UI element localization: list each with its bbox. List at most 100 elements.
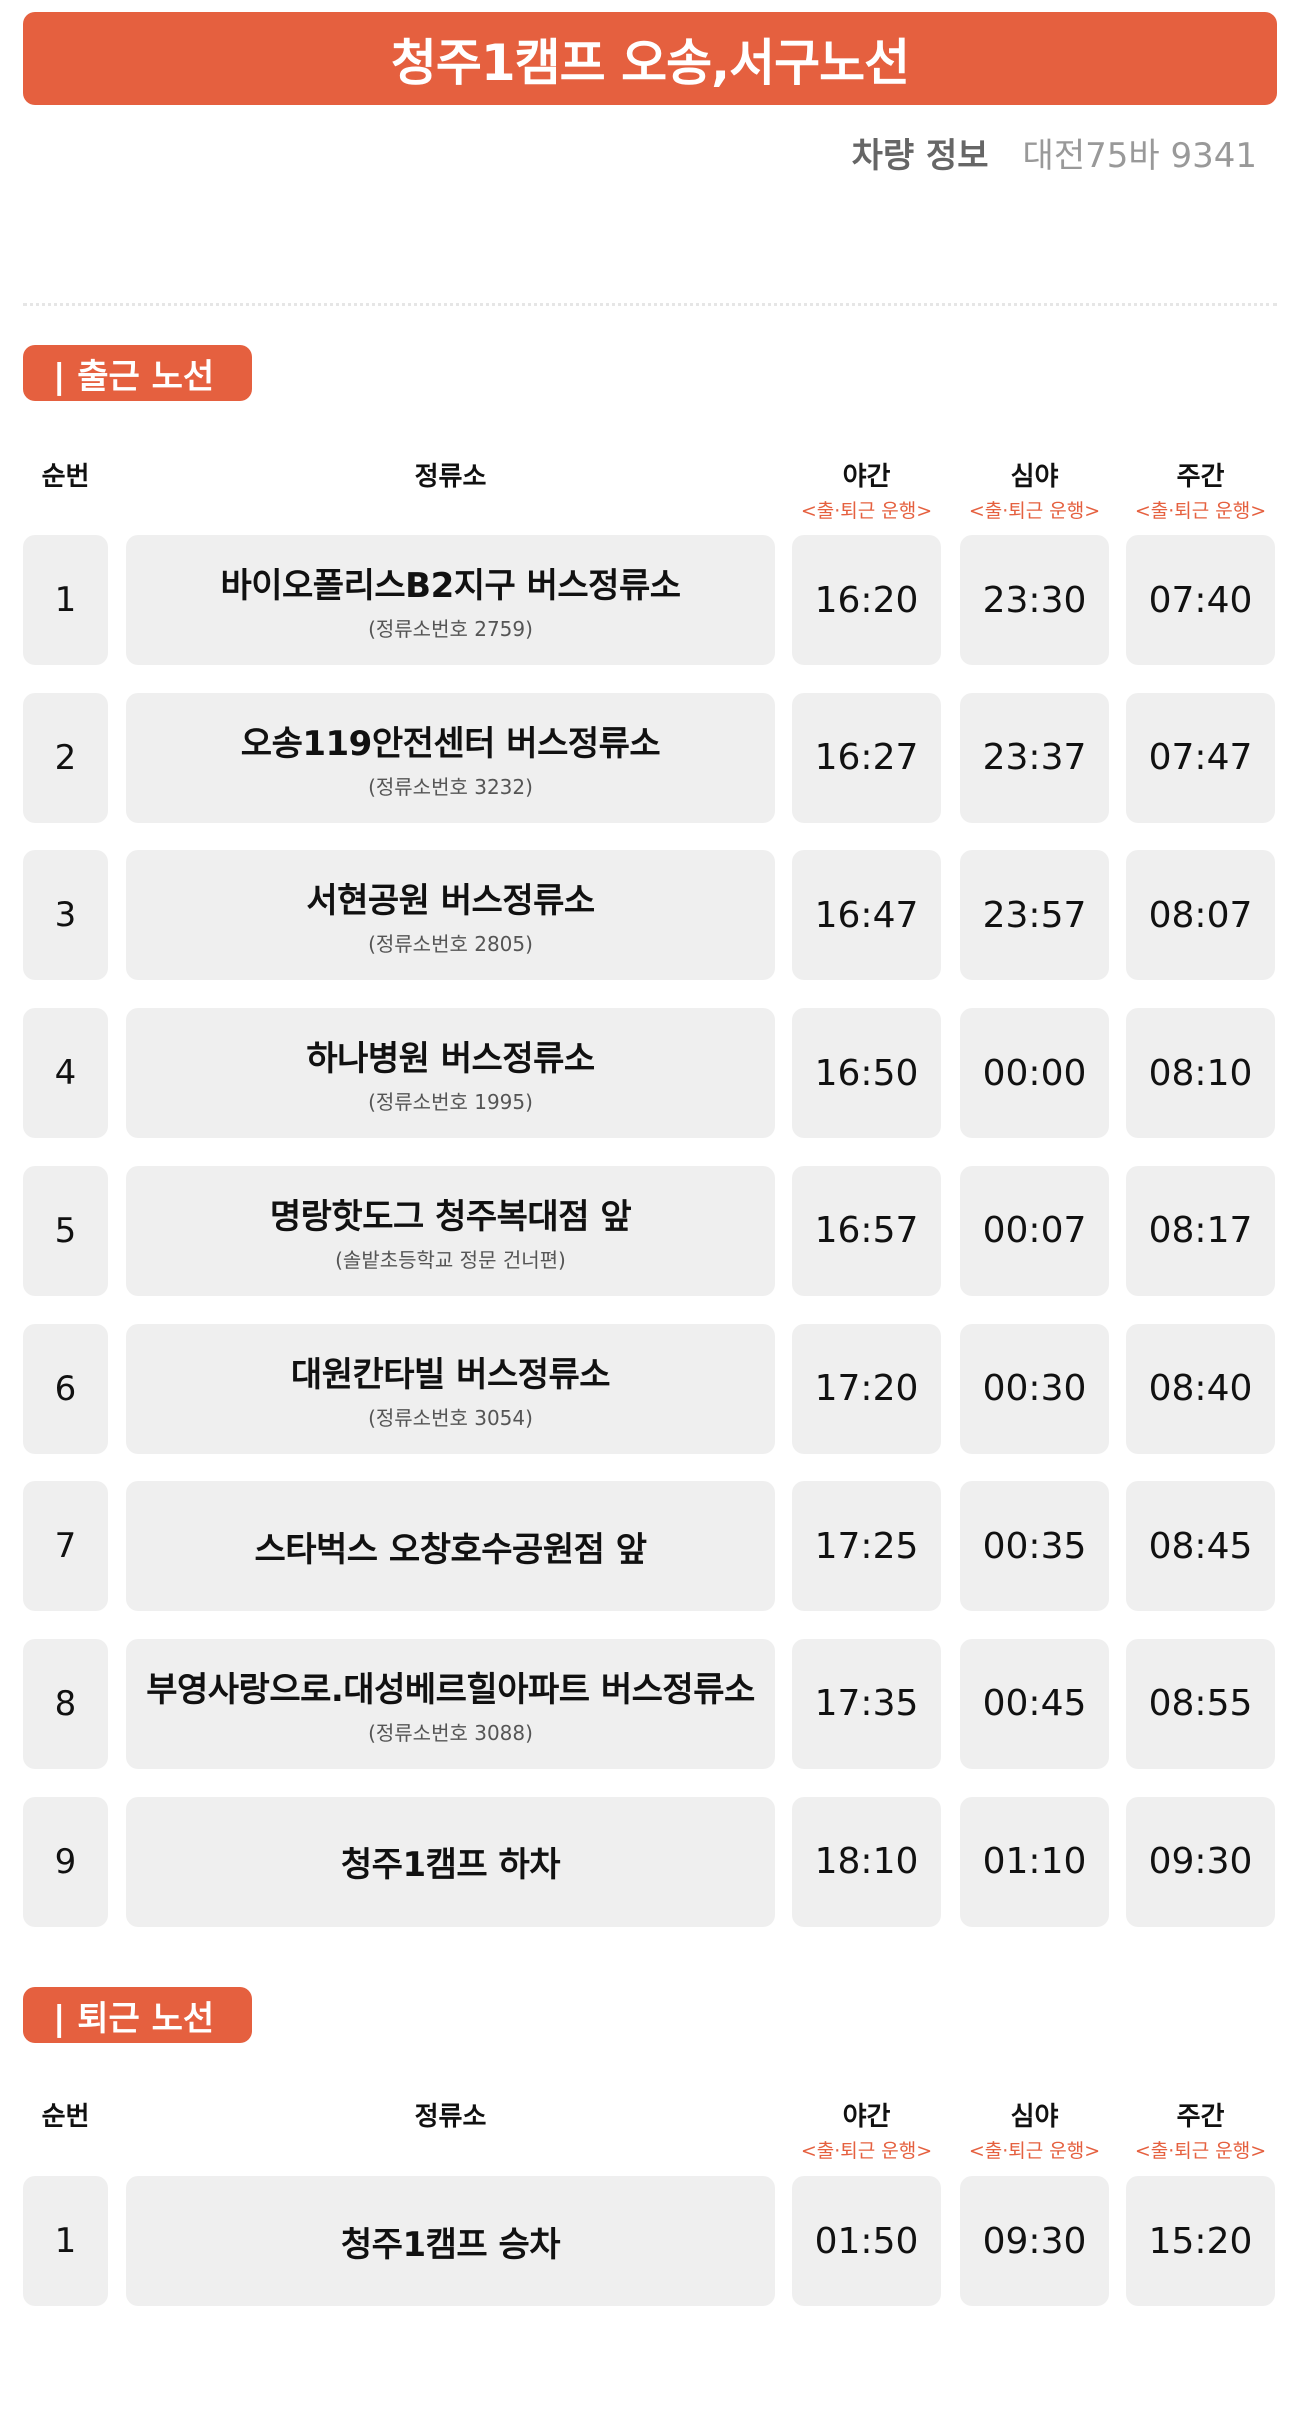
time-night: 16:57 (792, 1165, 941, 1296)
time-day: 09:30 (1126, 1796, 1275, 1927)
stop-sub: (정류소번호 1995) (368, 1090, 533, 1115)
table-row: 2 오송119안전센터 버스정류소 (정류소번호 3232) 16:27 23:… (23, 692, 1277, 823)
time-day: 08:07 (1126, 850, 1275, 981)
stop-sub: (정류소번호 3232) (368, 774, 533, 799)
time-late: 23:30 (960, 535, 1109, 665)
time-day: 15:20 (1126, 2176, 1275, 2306)
row-number: 1 (23, 535, 108, 665)
vehicle-label: 차량 정보 (851, 136, 989, 176)
stop-sub: (정류소번호 3054) (368, 1405, 533, 1430)
row-number: 7 (23, 1481, 108, 1612)
time-night: 16:50 (792, 1008, 941, 1139)
stop-sub: (정류소번호 2759) (368, 617, 533, 641)
header-day: 주간 (1176, 2102, 1225, 2132)
row-number: 2 (23, 692, 108, 823)
page-title: 청주1캠프 오송,서구노선 (23, 12, 1277, 105)
section-badge: | 퇴근 노선 (23, 1987, 252, 2043)
stop-cell: 명랑핫도그 청주복대점 앞 (솔밭초등학교 정문 건너편) (126, 1165, 775, 1296)
time-night: 16:20 (792, 535, 941, 665)
stop-name: 청주1캠프 승차 (340, 2224, 561, 2265)
time-night: 16:27 (792, 692, 941, 823)
header-night: 야간 (842, 462, 891, 492)
stop-name: 대원칸타빌 버스정류소 (290, 1354, 611, 1395)
table-row: 1 바이오폴리스B2지구 버스정류소 (정류소번호 2759) 16:20 23… (23, 535, 1277, 665)
header-late: 심야 (1010, 2102, 1059, 2132)
time-night: 17:20 (792, 1323, 941, 1454)
time-day: 07:40 (1126, 535, 1275, 665)
stop-cell: 부영사랑으로.대성베르힐아파트 버스정류소 (정류소번호 3088) (126, 1638, 775, 1769)
stop-cell: 청주1캠프 하차 (126, 1796, 775, 1927)
header-night-sub: <출·퇴근 운행> (800, 500, 933, 522)
stop-name: 부영사랑으로.대성베르힐아파트 버스정류소 (146, 1669, 755, 1710)
time-night: 16:47 (792, 850, 941, 981)
stop-cell: 바이오폴리스B2지구 버스정류소 (정류소번호 2759) (126, 535, 775, 665)
header-day: 주간 (1176, 462, 1225, 492)
divider (23, 303, 1277, 306)
time-late: 00:45 (960, 1638, 1109, 1769)
header-late-sub: <출·퇴근 운행> (968, 500, 1101, 522)
stop-cell: 서현공원 버스정류소 (정류소번호 2805) (126, 850, 775, 981)
header-stop: 정류소 (414, 2102, 487, 2132)
time-day: 08:45 (1126, 1481, 1275, 1612)
time-late: 00:30 (960, 1323, 1109, 1454)
stop-cell: 청주1캠프 승차 (126, 2176, 775, 2306)
time-night: 17:25 (792, 1481, 941, 1612)
table-row: 5 명랑핫도그 청주복대점 앞 (솔밭초등학교 정문 건너편) 16:57 00… (23, 1165, 1277, 1296)
table-row: 8 부영사랑으로.대성베르힐아파트 버스정류소 (정류소번호 3088) 17:… (23, 1638, 1277, 1769)
time-late: 00:07 (960, 1165, 1109, 1296)
section-badge: | 출근 노선 (23, 345, 252, 401)
time-day: 08:55 (1126, 1638, 1275, 1769)
stop-name: 하나병원 버스정류소 (306, 1039, 595, 1080)
header-day-sub: <출·퇴근 운행> (1134, 2140, 1267, 2162)
stop-name: 청주1캠프 하차 (340, 1845, 561, 1886)
vehicle-info: 차량 정보 대전75바 9341 (852, 128, 1257, 177)
row-number: 1 (23, 2176, 108, 2306)
table-row: 7 스타벅스 오창호수공원점 앞 17:25 00:35 08:45 (23, 1481, 1277, 1612)
row-number: 8 (23, 1638, 108, 1769)
header-late-sub: <출·퇴근 운행> (968, 2140, 1101, 2162)
stop-name: 오송119안전센터 버스정류소 (240, 723, 661, 764)
header-day-sub: <출·퇴근 운행> (1134, 500, 1267, 522)
time-late: 00:00 (960, 1008, 1109, 1139)
row-number: 6 (23, 1323, 108, 1454)
time-late: 23:57 (960, 850, 1109, 981)
time-night: 18:10 (792, 1796, 941, 1927)
vehicle-plate: 대전75바 9341 (1022, 136, 1257, 176)
stop-cell: 대원칸타빌 버스정류소 (정류소번호 3054) (126, 1323, 775, 1454)
stop-name: 스타벅스 오창호수공원점 앞 (254, 1529, 647, 1570)
header-stop: 정류소 (414, 462, 487, 492)
stop-name: 서현공원 버스정류소 (306, 881, 595, 922)
stop-sub: (정류소번호 3088) (368, 1720, 533, 1745)
stop-cell: 오송119안전센터 버스정류소 (정류소번호 3232) (126, 692, 775, 823)
time-late: 23:37 (960, 692, 1109, 823)
row-number: 5 (23, 1165, 108, 1296)
time-day: 08:17 (1126, 1165, 1275, 1296)
stop-name: 바이오폴리스B2지구 버스정류소 (220, 566, 681, 606)
stop-cell: 하나병원 버스정류소 (정류소번호 1995) (126, 1008, 775, 1139)
stop-sub: (솔밭초등학교 정문 건너편) (335, 1247, 566, 1272)
time-late: 09:30 (960, 2176, 1109, 2306)
time-night: 17:35 (792, 1638, 941, 1769)
time-night: 01:50 (792, 2176, 941, 2306)
row-number: 4 (23, 1008, 108, 1139)
time-late: 01:10 (960, 1796, 1109, 1927)
table-row: 4 하나병원 버스정류소 (정류소번호 1995) 16:50 00:00 08… (23, 1008, 1277, 1139)
header-night: 야간 (842, 2102, 891, 2132)
stop-name: 명랑핫도그 청주복대점 앞 (269, 1196, 632, 1237)
table-row: 1 청주1캠프 승차 01:50 09:30 15:20 (23, 2176, 1277, 2306)
time-late: 00:35 (960, 1481, 1109, 1612)
table-header: 순번 정류소 야간 <출·퇴근 운행> 심야 <출·퇴근 운행> 주간 <출·퇴근 운… (23, 456, 1277, 536)
time-day: 08:10 (1126, 1008, 1275, 1139)
table-row: 9 청주1캠프 하차 18:10 01:10 09:30 (23, 1796, 1277, 1927)
stop-cell: 스타벅스 오창호수공원점 앞 (126, 1481, 775, 1612)
table-row: 6 대원칸타빌 버스정류소 (정류소번호 3054) 17:20 00:30 0… (23, 1323, 1277, 1454)
header-night-sub: <출·퇴근 운행> (800, 2140, 933, 2162)
table-row: 3 서현공원 버스정류소 (정류소번호 2805) 16:47 23:57 08… (23, 850, 1277, 981)
table-header: 순번 정류소 야간 <출·퇴근 운행> 심야 <출·퇴근 운행> 주간 <출·퇴근 운… (23, 2096, 1277, 2176)
header-num: 순번 (41, 2102, 90, 2132)
header-late: 심야 (1010, 462, 1059, 492)
row-number: 9 (23, 1796, 108, 1927)
time-day: 07:47 (1126, 692, 1275, 823)
row-number: 3 (23, 850, 108, 981)
time-day: 08:40 (1126, 1323, 1275, 1454)
